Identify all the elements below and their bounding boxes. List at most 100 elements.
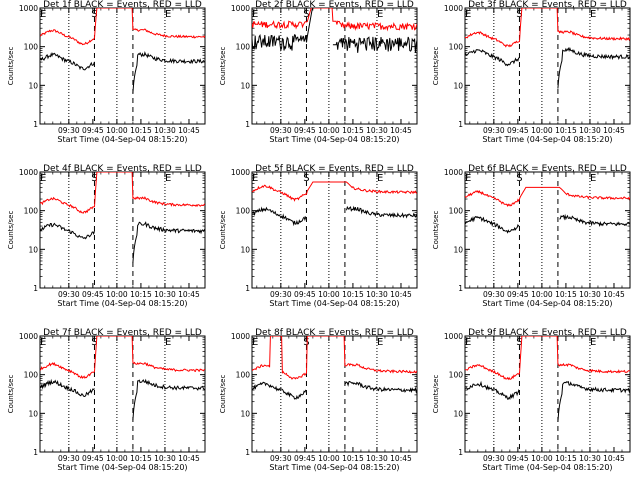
y-tick-label: 100	[449, 207, 464, 216]
series-lld	[252, 336, 417, 380]
marker-s: S	[303, 9, 309, 20]
x-tick-label: 09:30	[270, 290, 292, 299]
y-tick-label: 1	[245, 448, 250, 457]
y-axis-title: Counts/sec	[432, 47, 440, 86]
marker-s: S	[91, 337, 97, 348]
x-tick-label: 09:45	[82, 290, 104, 299]
marker-e: E	[165, 337, 171, 348]
marker-e: E	[590, 337, 596, 348]
series-events	[252, 380, 417, 400]
y-tick-label: 100	[449, 371, 464, 380]
x-tick-label: 10:30	[154, 290, 176, 299]
panel-8: Det 8f BLACK = Events, RED = LLD 1 10 100 10…	[219, 328, 418, 472]
panel-6: Det 6f BLACK = Events, RED = LLD 1 10 100 10…	[432, 164, 631, 308]
series-lld	[40, 336, 205, 379]
x-tick-label: 10:00	[318, 290, 340, 299]
x-tick-label: 10:15	[130, 126, 152, 135]
x-tick-label: 10:45	[178, 126, 200, 135]
y-tick-label: 1	[458, 120, 463, 129]
x-tick-label: 10:15	[342, 290, 364, 299]
y-tick-label: 1	[458, 448, 463, 457]
x-tick-label: 10:00	[106, 454, 128, 463]
x-tick-label: 10:15	[555, 126, 577, 135]
panel-title: Det 4f BLACK = Events, RED = LLD	[43, 164, 202, 174]
marker-e: E	[252, 337, 258, 348]
y-tick-label: 10	[453, 245, 463, 254]
y-axis-title: Counts/sec	[219, 211, 227, 250]
x-tick-label: 10:30	[154, 454, 176, 463]
panel-title: Det 1f BLACK = Events, RED = LLD	[43, 0, 202, 10]
y-tick-label: 100	[24, 207, 39, 216]
x-axis-title: Start Time (04-Sep-04 08:15:20)	[269, 463, 399, 472]
x-tick-label: 09:30	[58, 126, 80, 135]
marker-s: S	[91, 173, 97, 184]
x-axis-title: Start Time (04-Sep-04 08:15:20)	[482, 299, 612, 308]
marker-e: E	[377, 9, 383, 20]
y-tick-label: 10	[240, 245, 250, 254]
x-tick-label: 10:30	[366, 454, 388, 463]
panel-1: Det 1f BLACK = Events, RED = LLD 1 10 100 10…	[7, 0, 206, 144]
y-axis-title: Counts/sec	[7, 211, 15, 250]
series-events	[252, 8, 417, 53]
panel-3: Det 3f BLACK = Events, RED = LLD 1 10 100 10…	[432, 0, 631, 144]
x-tick-label: 10:00	[106, 290, 128, 299]
y-tick-label: 10	[240, 409, 250, 418]
x-tick-label: 10:45	[603, 126, 625, 135]
y-tick-label: 1000	[231, 168, 250, 177]
marker-e: E	[252, 9, 258, 20]
y-tick-label: 100	[24, 371, 39, 380]
panel-title: Det 5f BLACK = Events, RED = LLD	[255, 164, 414, 174]
series-events	[252, 205, 417, 227]
series-events	[40, 51, 205, 94]
y-tick-label: 1000	[444, 332, 463, 341]
series-lld	[40, 8, 205, 46]
x-tick-label: 09:45	[294, 290, 316, 299]
plot-frame	[464, 171, 631, 289]
x-tick-label: 10:00	[531, 454, 553, 463]
panel-title: Det 7f BLACK = Events, RED = LLD	[43, 328, 202, 338]
marker-s: S	[303, 337, 309, 348]
x-tick-label: 09:45	[82, 454, 104, 463]
x-tick-label: 10:30	[579, 454, 601, 463]
x-tick-label: 10:45	[178, 454, 200, 463]
x-tick-label: 10:45	[603, 454, 625, 463]
panel-7: Det 7f BLACK = Events, RED = LLD 1 10 100 10…	[7, 328, 206, 472]
x-tick-label: 09:45	[294, 454, 316, 463]
y-tick-label: 1	[33, 448, 38, 457]
panel-title: Det 9f BLACK = Events, RED = LLD	[468, 328, 627, 338]
marker-s: S	[516, 9, 522, 20]
marker-s: S	[91, 9, 97, 20]
y-tick-label: 100	[236, 43, 251, 52]
y-tick-label: 1	[245, 120, 250, 129]
x-tick-label: 10:15	[342, 126, 364, 135]
marker-s: S	[516, 173, 522, 184]
y-tick-label: 10	[28, 81, 38, 90]
x-tick-label: 10:30	[579, 126, 601, 135]
marker-e: E	[40, 9, 46, 20]
series-lld	[465, 336, 630, 381]
x-tick-label: 10:00	[318, 454, 340, 463]
x-tick-label: 09:30	[58, 290, 80, 299]
x-tick-label: 09:45	[294, 126, 316, 135]
plot-frame	[251, 335, 418, 453]
series-lld	[40, 172, 205, 214]
y-axis-title: Counts/sec	[432, 375, 440, 414]
marker-e: E	[377, 173, 383, 184]
series-lld	[465, 8, 630, 48]
panel-title: Det 6f BLACK = Events, RED = LLD	[468, 164, 627, 174]
marker-s: S	[516, 337, 522, 348]
marker-e: E	[165, 9, 171, 20]
marker-e: E	[165, 173, 171, 184]
y-tick-label: 1000	[19, 4, 38, 13]
y-tick-label: 1000	[444, 4, 463, 13]
marker-e: E	[590, 173, 596, 184]
series-events	[40, 221, 205, 263]
x-axis-title: Start Time (04-Sep-04 08:15:20)	[269, 135, 399, 144]
series-events	[40, 378, 205, 420]
plot-frame	[251, 7, 418, 125]
panel-title: Det 2f BLACK = Events, RED = LLD	[255, 0, 414, 10]
plot-frame	[251, 171, 418, 289]
x-tick-label: 09:30	[483, 126, 505, 135]
x-tick-label: 09:30	[483, 290, 505, 299]
